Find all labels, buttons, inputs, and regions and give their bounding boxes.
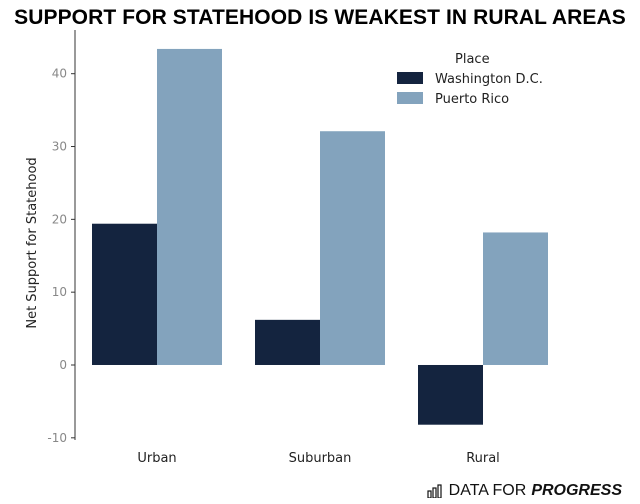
y-tick-label: -10 — [47, 431, 67, 445]
x-tick-label: Suburban — [289, 451, 352, 466]
x-tick-label: Urban — [137, 451, 176, 466]
brand-prefix: DATA FOR — [448, 482, 527, 499]
chart-title: SUPPORT FOR STATEHOOD IS WEAKEST IN RURA… — [14, 6, 626, 29]
x-tick-label: Rural — [466, 451, 500, 466]
legend-swatch — [397, 72, 423, 84]
bar-washington-dc-suburban — [255, 319, 320, 365]
y-tick-label: 10 — [52, 285, 67, 299]
y-tick-label: 0 — [59, 358, 67, 372]
legend-swatch — [397, 92, 423, 104]
legend-title: Place — [455, 52, 490, 67]
y-tick-label: 20 — [52, 212, 67, 226]
legend-label: Puerto Rico — [435, 92, 509, 107]
brand-strong: PROGRESS — [531, 482, 622, 499]
bar-puerto-rico-suburban — [320, 131, 385, 365]
bar-washington-dc-urban — [92, 223, 157, 365]
bar-puerto-rico-urban — [157, 48, 222, 365]
bar-chart-icon — [427, 484, 442, 498]
bar-washington-dc-rural — [418, 364, 483, 425]
y-axis-label: Net Support for Statehood — [25, 157, 40, 328]
brand-logo: DATA FOR PROGRESS — [427, 482, 622, 500]
y-tick-label: 30 — [52, 140, 67, 154]
y-tick-label: 40 — [52, 67, 67, 81]
legend-label: Washington D.C. — [435, 72, 543, 87]
bar-puerto-rico-rural — [483, 232, 548, 365]
